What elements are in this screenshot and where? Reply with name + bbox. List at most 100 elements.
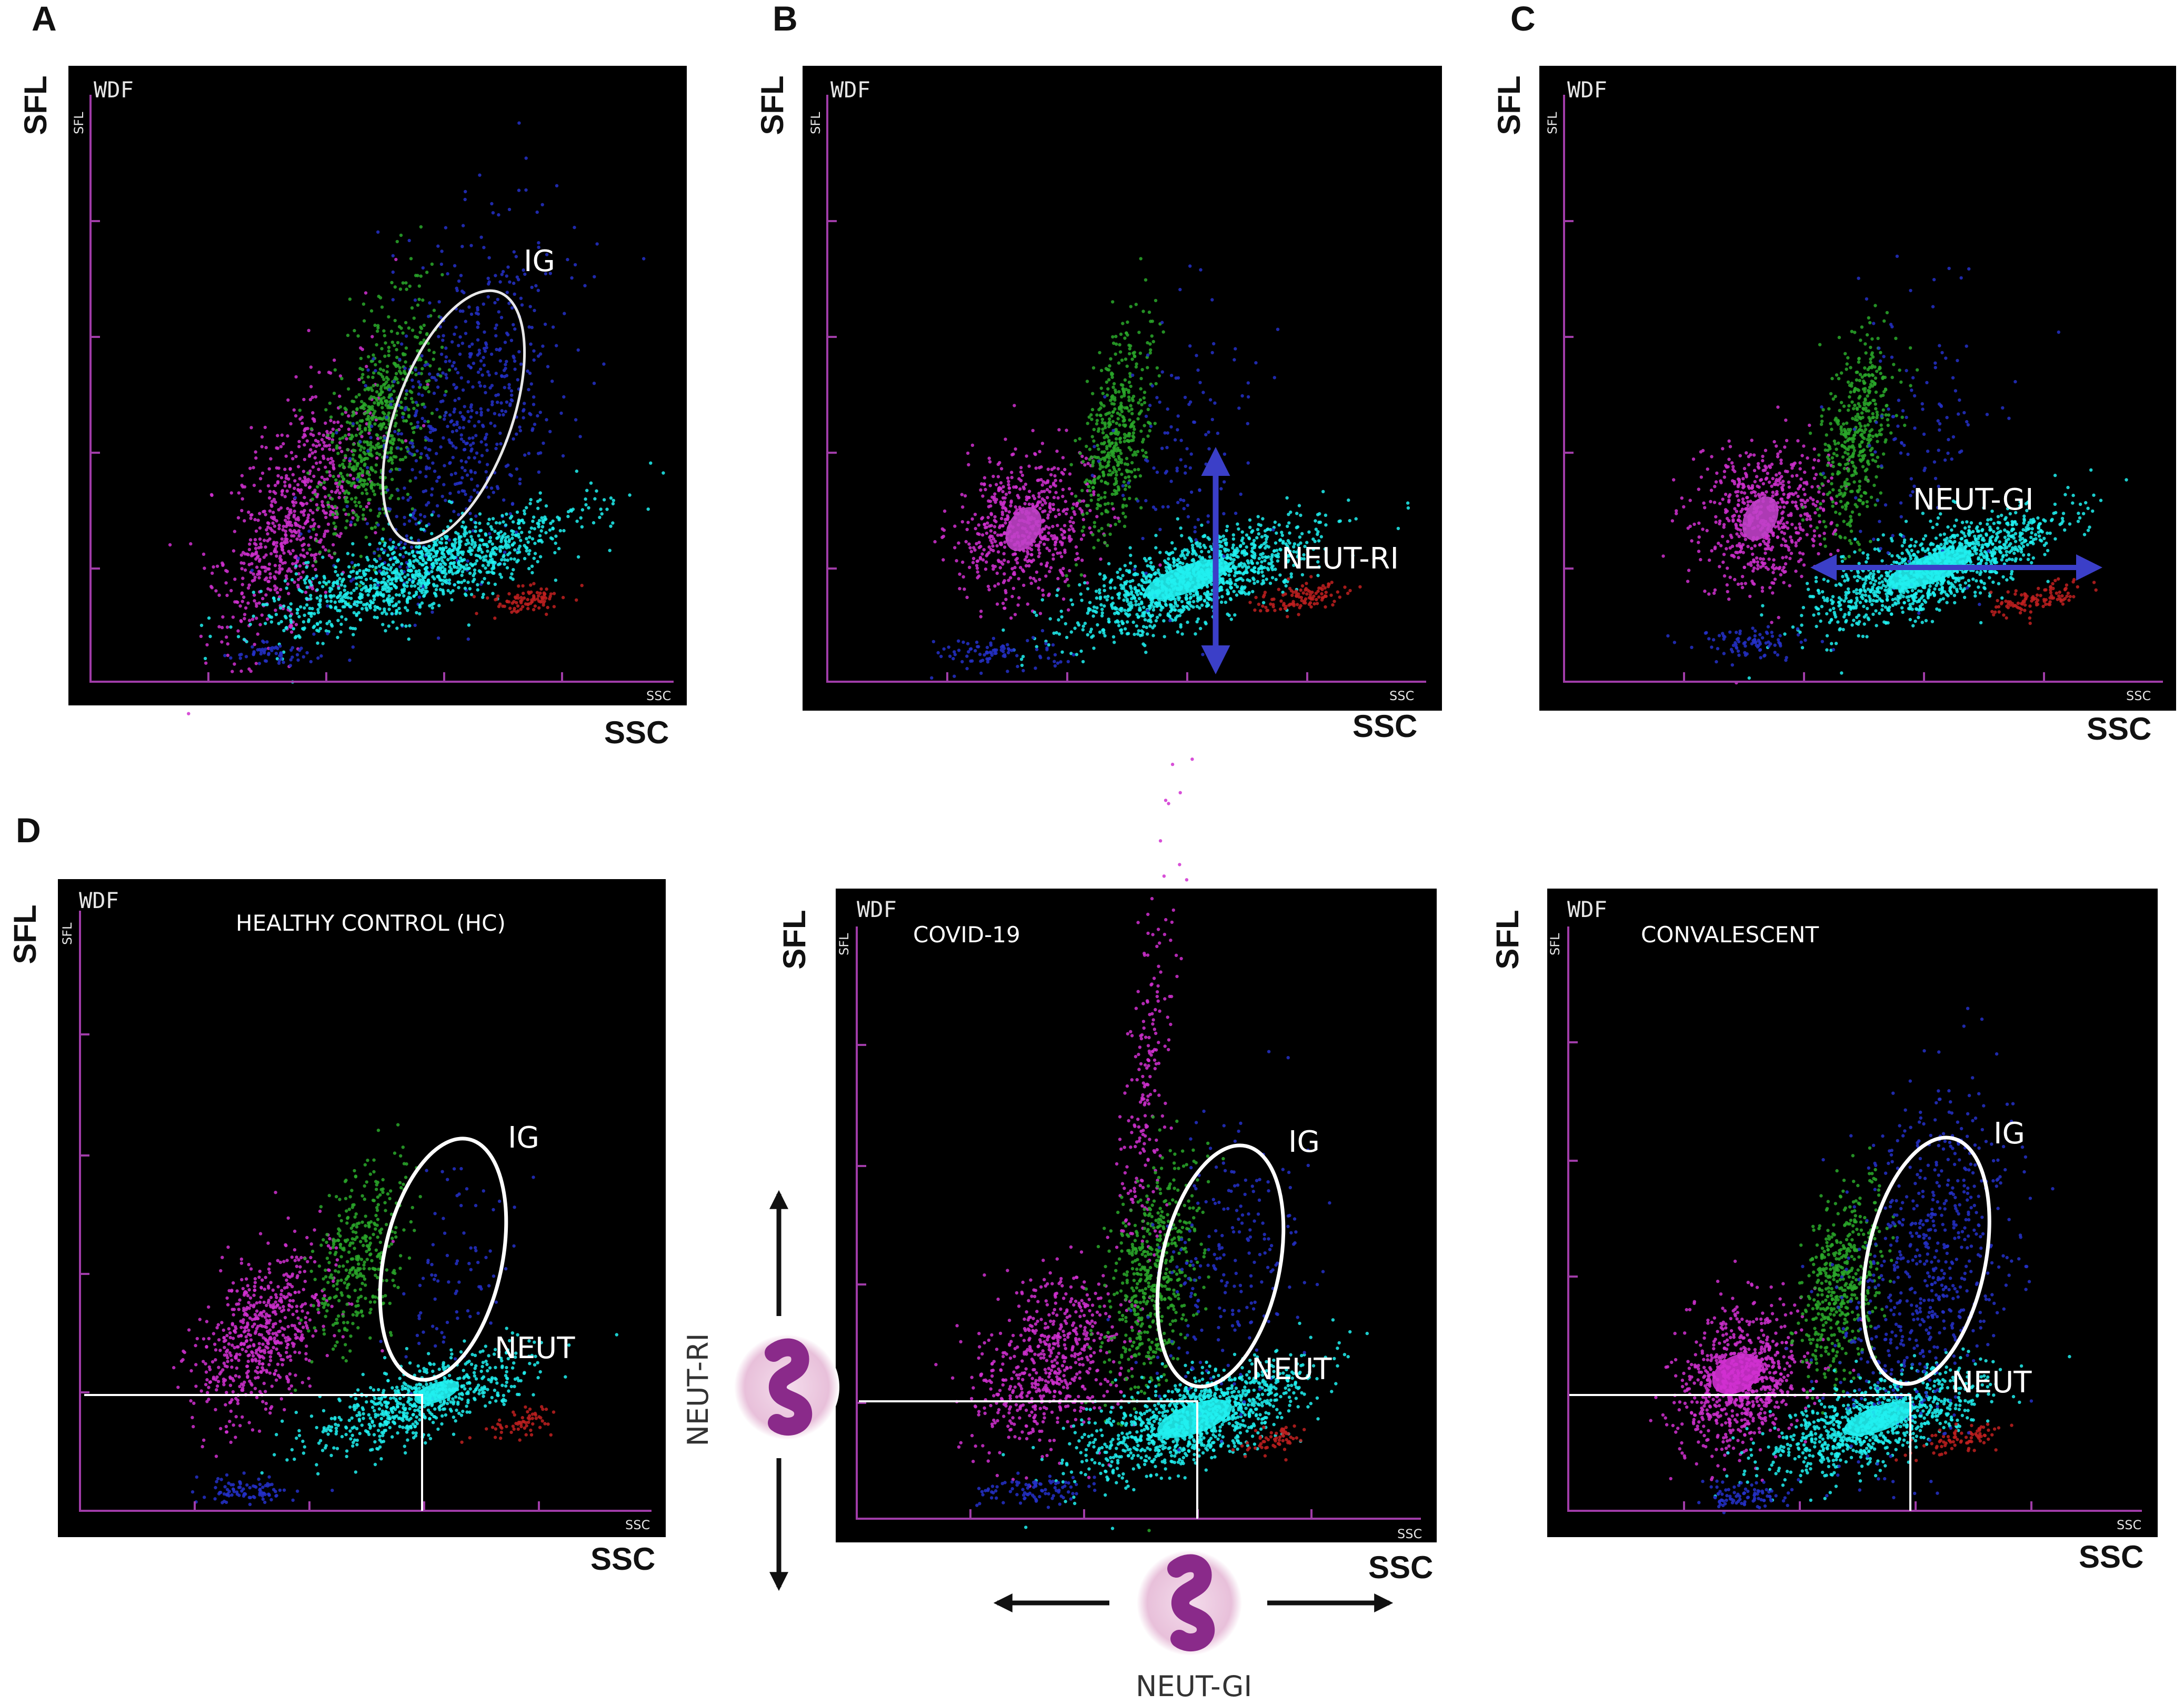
scatter-point xyxy=(351,553,355,557)
scatter-point xyxy=(310,587,315,591)
scatter-point xyxy=(1177,557,1180,561)
scatter-point xyxy=(516,604,520,608)
scatter-point xyxy=(1123,378,1127,382)
scatter-point xyxy=(474,525,477,529)
scatter-point xyxy=(1037,492,1041,495)
scatter-point xyxy=(409,397,414,401)
scatter-point xyxy=(1137,596,1141,601)
scatter-point xyxy=(316,506,320,510)
scatter-point xyxy=(405,389,408,393)
scatter-point xyxy=(399,371,403,375)
scatter-point xyxy=(402,353,405,356)
scatter-point xyxy=(532,395,536,399)
scatter-point xyxy=(1172,564,1176,568)
scatter-point xyxy=(1090,417,1094,421)
scatter-point xyxy=(373,583,377,587)
scatter-point xyxy=(333,552,337,555)
scatter-point xyxy=(1119,401,1123,405)
scatter-point xyxy=(225,593,229,597)
scatter-point xyxy=(501,534,505,538)
scatter-point xyxy=(402,594,406,598)
scatter-point xyxy=(451,444,455,448)
scatter-point xyxy=(484,554,488,558)
scatter-point xyxy=(461,310,465,313)
scatter-point xyxy=(406,573,410,577)
scatter-point xyxy=(400,591,404,595)
scatter-point xyxy=(340,462,345,466)
scatter-point xyxy=(963,587,966,591)
scatter-point xyxy=(471,436,475,440)
scatter-point xyxy=(416,274,419,277)
scatter-point xyxy=(390,405,395,410)
scatter-point xyxy=(267,567,271,571)
scatter-point xyxy=(382,383,386,387)
scatter-point xyxy=(392,380,396,384)
scatter-point xyxy=(374,586,378,590)
scatter-point xyxy=(1014,558,1018,562)
scatter-point xyxy=(272,515,276,519)
scatter-point xyxy=(224,569,228,573)
scatter-point xyxy=(367,431,371,435)
scatter-point xyxy=(517,526,522,530)
scatter-point xyxy=(382,599,386,603)
scatter-point xyxy=(283,467,287,471)
scatter-point xyxy=(444,562,447,566)
scatter-point xyxy=(1108,422,1112,426)
scatter-point xyxy=(1091,533,1095,536)
scatter-point xyxy=(410,545,414,549)
scatter-point xyxy=(960,493,964,496)
scatter-point xyxy=(1009,576,1013,580)
scatter-point xyxy=(391,254,395,257)
scatter-point xyxy=(1139,506,1143,510)
scatter-point xyxy=(303,495,306,500)
scatter-point xyxy=(334,532,337,536)
scatter-point xyxy=(1124,515,1127,519)
scatter-point xyxy=(1111,385,1115,389)
scatter-point xyxy=(977,523,981,527)
scatter-point xyxy=(1170,541,1174,545)
scatter-point xyxy=(351,457,355,461)
scatter-point xyxy=(1105,380,1109,384)
scatter-point xyxy=(397,543,401,546)
scatter-point xyxy=(334,606,337,610)
scatter-point xyxy=(1070,506,1075,510)
scatter-point xyxy=(447,578,452,582)
scatter-point xyxy=(252,591,255,594)
scatter-point xyxy=(377,507,382,511)
scatter-point xyxy=(536,560,539,564)
scatter-point xyxy=(395,348,398,352)
scatter-point xyxy=(989,512,993,515)
scatter-point xyxy=(515,467,519,471)
scatter-point xyxy=(991,544,995,548)
scatter-point xyxy=(363,412,366,416)
scatter-point xyxy=(1051,553,1055,557)
scatter-point xyxy=(454,541,457,545)
scatter-point xyxy=(438,562,443,566)
scatter-point xyxy=(495,323,498,327)
scatter-point xyxy=(979,615,983,619)
scatter-point xyxy=(290,646,295,650)
scatter-point xyxy=(1140,368,1144,372)
scatter-point xyxy=(1027,490,1031,493)
scatter-point xyxy=(268,509,272,513)
scatter-point xyxy=(362,319,366,323)
scatter-point xyxy=(1180,600,1184,604)
scatter-point xyxy=(477,420,481,424)
scatter-point xyxy=(465,538,469,542)
scatter-point xyxy=(294,501,298,504)
scatter-point xyxy=(419,456,423,460)
scatter-point xyxy=(311,564,315,567)
scatter-point xyxy=(280,567,284,571)
scatter-point xyxy=(389,441,393,444)
scatter-point xyxy=(1161,330,1165,334)
scatter-point xyxy=(327,494,331,497)
scatter-point xyxy=(275,591,279,594)
scatter-point xyxy=(398,458,403,462)
scatter-point xyxy=(1141,440,1145,444)
scatter-point xyxy=(467,344,472,348)
scatter-point xyxy=(299,553,303,557)
scatter-point xyxy=(1056,496,1060,500)
scatter-point xyxy=(503,558,507,562)
scatter-point xyxy=(953,524,957,528)
scatter-point xyxy=(376,403,380,407)
